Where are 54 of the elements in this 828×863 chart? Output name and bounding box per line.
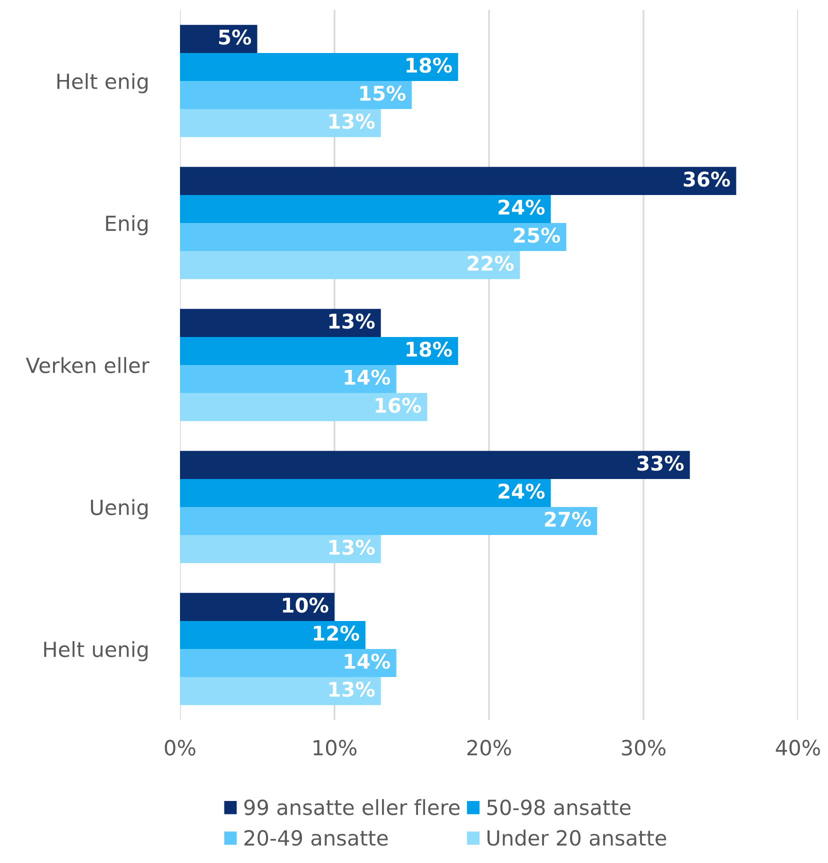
legend-label: 99 ansatte eller flere <box>244 799 460 816</box>
bar <box>180 336 458 365</box>
y-tick-label: Enig <box>106 215 148 236</box>
data-label: 15% <box>360 86 406 101</box>
y-tick-label: Verken eller <box>26 357 150 374</box>
data-label: 36% <box>684 172 730 187</box>
bar <box>180 677 381 706</box>
data-label: 5% <box>219 30 252 45</box>
data-label: 14% <box>344 654 390 669</box>
legend-label: 50-98 ansatte <box>487 799 631 816</box>
bar <box>180 365 396 394</box>
bar <box>180 223 566 252</box>
bar <box>180 450 690 479</box>
data-label: 13% <box>329 314 375 329</box>
data-label: 33% <box>637 456 684 471</box>
x-tick-label: 10% <box>314 740 357 756</box>
data-label: 12% <box>314 626 360 641</box>
data-label: 18% <box>406 58 452 73</box>
bar <box>180 24 258 53</box>
data-label: 13% <box>329 114 375 129</box>
y-tick-label: Helt uenig <box>44 641 148 662</box>
legend-label: Under 20 ansatte <box>488 830 666 846</box>
data-label: 13% <box>329 540 375 555</box>
bar <box>180 478 551 507</box>
y-tick-label: Helt enig <box>57 73 148 94</box>
data-label: 25% <box>514 228 560 243</box>
x-tick-label: 20% <box>467 740 512 756</box>
data-label: 27% <box>544 512 591 527</box>
bar <box>180 592 334 621</box>
data-label: 14% <box>344 370 390 385</box>
bar <box>180 81 412 110</box>
data-label: 24% <box>498 200 545 215</box>
bar <box>180 649 396 678</box>
data-label: 18% <box>406 342 452 357</box>
bar <box>180 620 366 649</box>
y-tick-label: Uenig <box>90 499 148 520</box>
data-label: 13% <box>329 682 375 697</box>
bar <box>180 535 381 564</box>
bar <box>180 166 736 195</box>
bar <box>180 251 520 280</box>
bar <box>180 52 458 81</box>
bar <box>180 308 381 337</box>
data-label: 22% <box>468 256 514 271</box>
bar <box>180 393 428 422</box>
legend-label: 20-49 ansatte <box>244 830 388 846</box>
data-label: 24% <box>498 484 545 499</box>
x-tick-label: 0% <box>164 740 196 756</box>
x-tick-label: 40% <box>776 740 820 756</box>
bar <box>180 507 598 536</box>
bar <box>180 109 381 138</box>
x-tick-label: 30% <box>622 740 666 756</box>
data-label: 16% <box>376 398 422 413</box>
bar <box>180 194 551 223</box>
data-label: 10% <box>283 598 328 613</box>
